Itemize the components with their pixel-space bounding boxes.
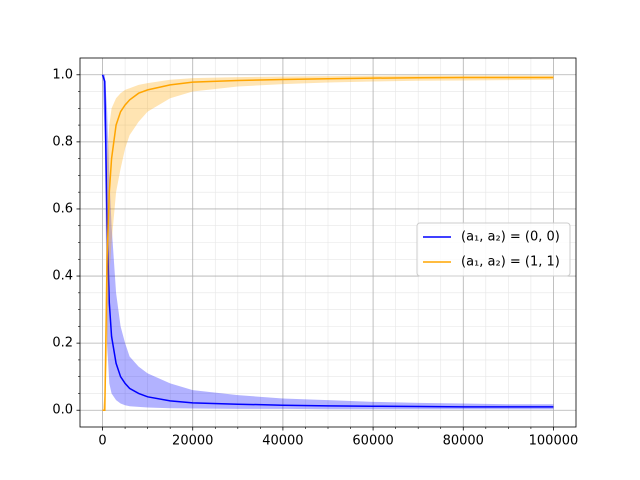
x-tick-label: 0 xyxy=(98,434,106,449)
line xyxy=(102,76,554,411)
line xyxy=(101,74,554,408)
legend-label: (a₁, a₂) = (0, 0) xyxy=(461,230,560,245)
x-tick-label: 80000 xyxy=(443,434,484,449)
confidence-band xyxy=(102,75,554,411)
y-tick-label: 0.2 xyxy=(52,336,73,351)
y-tick-label: 0.4 xyxy=(52,269,73,284)
legend-label: (a₁, a₂) = (1, 1) xyxy=(461,255,560,270)
y-tick-label: 0.0 xyxy=(52,403,73,418)
legend-box xyxy=(416,222,571,277)
confidence-band xyxy=(102,74,554,410)
y-tick-label: 0.6 xyxy=(52,201,73,216)
y-tick-label: 1.0 xyxy=(52,67,73,82)
x-tick-label: 60000 xyxy=(352,434,393,449)
x-tick-label: 40000 xyxy=(262,434,303,449)
plot-frame xyxy=(79,57,577,428)
y-tick-label: 0.8 xyxy=(52,134,73,149)
x-tick-label: 100000 xyxy=(529,434,579,449)
x-tick-label: 20000 xyxy=(172,434,213,449)
